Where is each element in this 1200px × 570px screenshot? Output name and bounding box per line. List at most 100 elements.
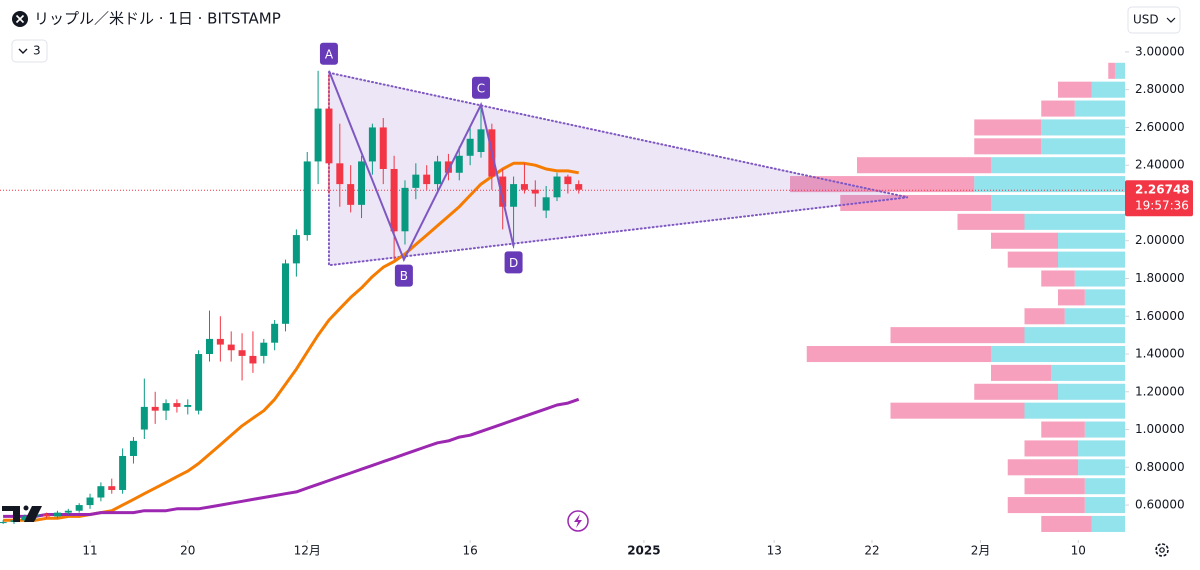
candle-body bbox=[314, 108, 322, 162]
volume-profile-down bbox=[974, 138, 1042, 155]
volume-profile-up bbox=[1084, 289, 1125, 306]
x-tick-label: 20 bbox=[180, 544, 195, 558]
volume-profile-down bbox=[1041, 515, 1092, 532]
candle-body bbox=[184, 405, 192, 407]
candle-body bbox=[162, 403, 170, 411]
candle-body bbox=[358, 161, 366, 205]
logo-mark bbox=[2, 506, 42, 522]
chevron-icon bbox=[18, 48, 28, 54]
events-button[interactable] bbox=[567, 510, 589, 532]
candle-body bbox=[466, 138, 474, 156]
currency-button bbox=[1127, 6, 1181, 34]
volume-profile-up bbox=[1024, 213, 1125, 230]
candle-body bbox=[368, 127, 376, 162]
candle-body bbox=[0, 522, 7, 524]
x-tick-label: 11 bbox=[82, 544, 97, 558]
volume-profile-up bbox=[1074, 270, 1125, 287]
candle-body bbox=[249, 355, 257, 364]
volume-profile-down bbox=[1058, 289, 1085, 306]
volume-profile-down bbox=[1024, 308, 1065, 325]
candle-body bbox=[97, 486, 105, 498]
volume-profile-down bbox=[974, 383, 1058, 400]
pattern-label-box bbox=[504, 251, 523, 274]
candle-body bbox=[271, 323, 279, 343]
last-price-badge bbox=[1125, 180, 1193, 217]
volume-profile-down bbox=[1007, 497, 1085, 514]
pattern-label: B bbox=[400, 269, 408, 283]
y-tick-label: 2.60000 bbox=[1135, 120, 1185, 134]
volume-profile-up bbox=[1091, 81, 1125, 98]
x-tick-label: 22 bbox=[864, 544, 879, 558]
volume-profile-down bbox=[857, 157, 991, 174]
currency-selector[interactable]: USD bbox=[1127, 6, 1181, 34]
candle-body bbox=[423, 174, 431, 185]
x-tick-label: 2月 bbox=[971, 544, 991, 558]
volume-profile-down bbox=[1024, 478, 1085, 495]
volume-profile-up bbox=[991, 194, 1125, 211]
volume-profile-down bbox=[957, 213, 1025, 230]
candle-body bbox=[444, 161, 452, 173]
volume-profile-up bbox=[1041, 119, 1125, 136]
candle-body bbox=[86, 497, 94, 506]
candle-body bbox=[292, 235, 300, 264]
candle-body bbox=[129, 440, 137, 456]
volume-profile-up bbox=[1084, 421, 1125, 438]
currency-label: USD bbox=[1133, 13, 1159, 27]
candle-body bbox=[347, 184, 355, 205]
candle-body bbox=[564, 176, 572, 185]
volume-profile-down bbox=[1041, 270, 1075, 287]
candle-body bbox=[401, 187, 409, 232]
volume-profile-down bbox=[1024, 440, 1079, 457]
pattern-label: A bbox=[325, 47, 334, 61]
volume-profile-up bbox=[1084, 478, 1125, 495]
y-tick-label: 0.60000 bbox=[1135, 498, 1185, 512]
volume-profile-down bbox=[806, 345, 991, 363]
candle-body bbox=[238, 350, 246, 356]
settings-button[interactable] bbox=[1155, 543, 1169, 557]
candle-body bbox=[260, 342, 268, 356]
volume-profile-down bbox=[790, 176, 975, 193]
symbol-icon-mark bbox=[15, 14, 25, 24]
candle-body bbox=[173, 403, 181, 407]
gear-icon bbox=[1155, 543, 1169, 557]
y-tick-label: 3.00000 bbox=[1135, 44, 1185, 58]
volume-profile-up bbox=[1084, 497, 1125, 514]
x-tick-label: 10 bbox=[1071, 544, 1086, 558]
volume-profile-up bbox=[974, 176, 1125, 193]
volume-profile-up bbox=[1078, 459, 1125, 476]
symbol-header[interactable]: リップル／米ドル · 1日 · BITSTAMP bbox=[12, 10, 281, 28]
logo-dot bbox=[23, 505, 29, 511]
y-tick-label: 2.40000 bbox=[1135, 158, 1185, 172]
countdown-label: 19:57:36 bbox=[1135, 199, 1189, 213]
y-tick-label: 1.00000 bbox=[1135, 422, 1185, 436]
candle-body bbox=[64, 510, 72, 513]
candle-body bbox=[303, 161, 311, 236]
x-tick-label: 16 bbox=[462, 544, 477, 558]
candle-body bbox=[119, 455, 127, 490]
indicator-toggle[interactable]: 3 bbox=[11, 39, 48, 63]
candle-body bbox=[542, 197, 550, 211]
volume-profile-down bbox=[1041, 421, 1085, 438]
candle-body bbox=[390, 168, 398, 232]
volume-profile-up bbox=[1041, 138, 1125, 155]
pattern-label-box bbox=[471, 76, 490, 99]
volume-profile-down bbox=[974, 119, 1042, 136]
candle-body bbox=[531, 189, 539, 194]
candle-body bbox=[477, 129, 485, 152]
gear-center bbox=[1159, 547, 1165, 553]
logo bbox=[2, 505, 42, 522]
candle-body bbox=[195, 354, 203, 411]
candle-body bbox=[140, 406, 148, 430]
volume-profile-up bbox=[1058, 383, 1125, 400]
volume-profile-up bbox=[1024, 402, 1125, 419]
volume-profile-up bbox=[1058, 251, 1125, 268]
volume-profile-up bbox=[1064, 308, 1125, 325]
volume-profile-down bbox=[991, 232, 1058, 249]
abcd-pattern-line bbox=[328, 70, 515, 263]
plot-area bbox=[0, 62, 1125, 532]
moving-average-line bbox=[3, 397, 580, 518]
volume-profile-down bbox=[890, 402, 1025, 419]
last-price-label: 2.26748 bbox=[1135, 183, 1190, 197]
